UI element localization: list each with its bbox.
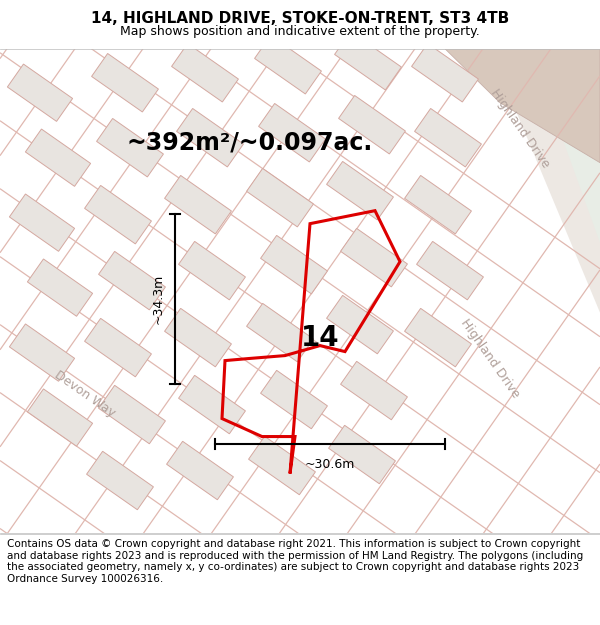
Text: 14, HIGHLAND DRIVE, STOKE-ON-TRENT, ST3 4TB: 14, HIGHLAND DRIVE, STOKE-ON-TRENT, ST3 …: [91, 11, 509, 26]
Polygon shape: [92, 54, 158, 112]
Polygon shape: [10, 194, 74, 251]
Polygon shape: [176, 109, 244, 167]
Polygon shape: [404, 176, 472, 234]
Polygon shape: [254, 36, 322, 94]
Polygon shape: [85, 186, 151, 244]
Polygon shape: [97, 119, 163, 177]
Text: ~34.3m: ~34.3m: [152, 274, 165, 324]
Polygon shape: [98, 251, 166, 310]
Polygon shape: [10, 324, 74, 381]
Polygon shape: [86, 451, 154, 510]
Polygon shape: [247, 303, 313, 362]
Polygon shape: [85, 318, 151, 377]
Text: Map shows position and indicative extent of the property.: Map shows position and indicative extent…: [120, 25, 480, 38]
Polygon shape: [329, 425, 395, 484]
Text: Highland Drive: Highland Drive: [458, 317, 522, 401]
Polygon shape: [404, 308, 472, 367]
Polygon shape: [179, 376, 245, 434]
Polygon shape: [25, 129, 91, 186]
Text: Contains OS data © Crown copyright and database right 2021. This information is : Contains OS data © Crown copyright and d…: [7, 539, 583, 584]
Text: ~392m²/~0.097ac.: ~392m²/~0.097ac.: [127, 131, 373, 155]
Polygon shape: [259, 104, 325, 162]
Polygon shape: [430, 49, 600, 162]
Polygon shape: [7, 64, 73, 121]
Polygon shape: [490, 49, 600, 312]
Polygon shape: [412, 44, 478, 102]
Polygon shape: [335, 31, 401, 90]
Polygon shape: [416, 241, 484, 300]
Polygon shape: [260, 236, 328, 294]
Polygon shape: [98, 386, 166, 444]
Polygon shape: [530, 49, 600, 242]
Polygon shape: [260, 371, 328, 429]
Polygon shape: [247, 169, 313, 227]
Polygon shape: [172, 44, 238, 102]
Polygon shape: [415, 109, 481, 167]
Text: ~30.6m: ~30.6m: [305, 458, 355, 471]
Polygon shape: [326, 161, 394, 220]
Polygon shape: [167, 441, 233, 500]
Text: Highland Drive: Highland Drive: [488, 87, 552, 171]
Text: 14: 14: [301, 324, 340, 352]
Polygon shape: [338, 96, 406, 154]
Text: Devon Way: Devon Way: [52, 368, 118, 419]
Polygon shape: [179, 241, 245, 300]
Polygon shape: [341, 361, 407, 420]
Polygon shape: [28, 259, 92, 316]
Polygon shape: [28, 389, 92, 446]
Polygon shape: [248, 436, 316, 495]
Polygon shape: [326, 296, 394, 354]
Polygon shape: [164, 176, 232, 234]
Polygon shape: [341, 228, 407, 287]
Polygon shape: [164, 308, 232, 367]
